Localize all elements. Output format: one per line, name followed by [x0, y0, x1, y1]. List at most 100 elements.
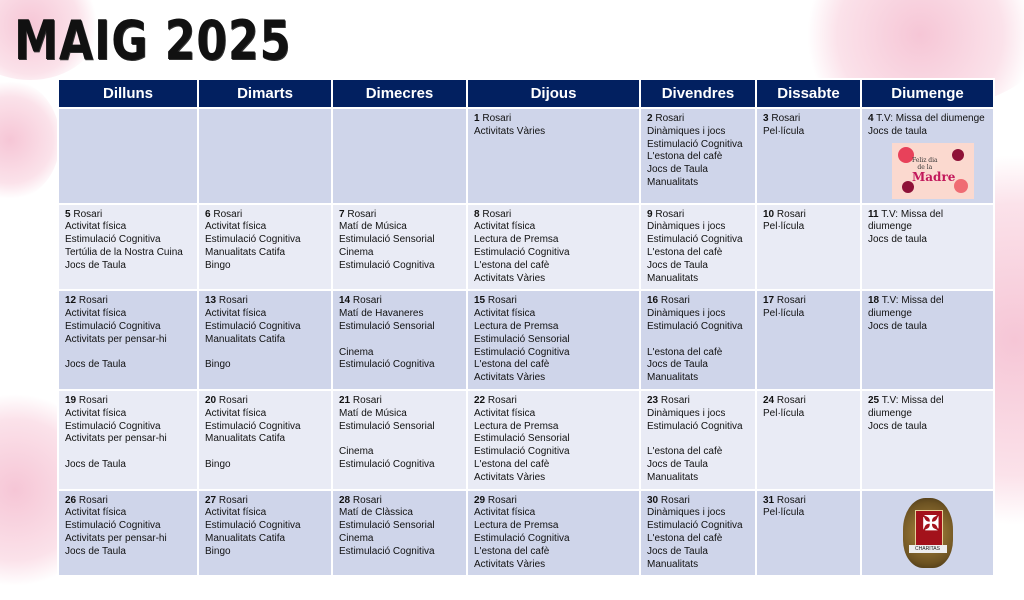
activity-line: Manualitats	[647, 558, 699, 570]
day-cell-2: 2 Rosari Dinàmiques i jocs Estimulació Cog…	[639, 107, 757, 205]
activity-line: Estimulació Cognitiva	[65, 520, 161, 532]
activity-label: Rosari	[487, 394, 517, 406]
activity-label: T.V: Missa del	[881, 208, 944, 220]
activity-line: Activitats Vàries	[474, 272, 546, 284]
day-cell-30: 30 Rosari Dinàmiques i jocs Estimulació Co…	[639, 488, 757, 578]
activity-label: Rosari	[776, 208, 806, 220]
activity-label: Rosari	[660, 295, 690, 307]
day-cell-23: 23 Rosari Dinàmiques i jocs Estimulació Co…	[639, 388, 757, 491]
day-cell-8: 8 Rosari Activitat física Lectura de Prems…	[466, 202, 641, 292]
activity-line: Estimulació Cognitiva	[647, 420, 743, 432]
activity-line: Manualitats	[647, 272, 699, 284]
activity-line: 22 Rosari	[474, 395, 633, 408]
week-row: 26 Rosari Activitat física Estimulació Cog…	[57, 488, 995, 578]
empty-cell: ✠ CHARITAS	[860, 488, 995, 578]
activity-line: Jocs de Taula	[65, 259, 126, 271]
activity-line: Dinàmiques i jocs	[647, 407, 726, 419]
day-cell-7: 7 Rosari Matí de Música Estimulació Sensor…	[331, 202, 468, 292]
activity-line: Jocs de Taula	[647, 164, 708, 176]
day-number: 31	[763, 494, 775, 506]
activity-line: Manualitats Catifa	[205, 532, 286, 544]
day-cell-9: 9 Rosari Dinàmiques i jocs Estimulació Cog…	[639, 202, 757, 292]
activity-line: Estimulació Cognitiva	[339, 359, 435, 371]
activity-line	[65, 446, 191, 459]
activity-line: 5 Rosari	[65, 209, 191, 222]
activity-line: 31 Rosari	[763, 495, 854, 508]
day-number: 10	[763, 208, 775, 220]
activity-line: Estimulació Cognitiva	[205, 520, 301, 532]
activity-line: Estimulació Sensorial	[339, 234, 435, 246]
activity-line: Estimulació Cognitiva	[339, 458, 435, 470]
day-number: 2	[647, 113, 653, 124]
activity-line: 28 Rosari	[339, 495, 460, 508]
activity-label: Rosari	[482, 113, 512, 124]
weekday-header-dijous: Dijous	[466, 78, 641, 109]
activity-line	[647, 433, 749, 446]
activity-line: Estimulació Sensorial	[474, 333, 570, 345]
activity-line: Jocs de Taula	[65, 545, 126, 557]
activity-line	[65, 347, 191, 360]
activity-line	[339, 433, 460, 446]
day-cell-18: 18 T.V: Missa del diumenge Jocs de taula	[860, 289, 995, 391]
activity-line: Activitat física	[474, 407, 536, 419]
activity-line: Cinema	[339, 246, 374, 258]
empty-cell	[197, 107, 333, 205]
activity-line: Estimulació Cognitiva	[65, 320, 161, 332]
activity-line: 8 Rosari	[474, 209, 633, 222]
activity-line: 14 Rosari	[339, 295, 460, 308]
activity-line: L'estona del cafè	[647, 151, 723, 163]
day-cell-5: 5 Rosari Activitat física Estimulació Cogn…	[57, 202, 199, 292]
activity-line: 15 Rosari	[474, 295, 633, 308]
activity-line: Pel·lícula	[763, 407, 805, 419]
activity-label: Rosari	[352, 394, 382, 406]
activity-line: 17 Rosari	[763, 295, 854, 308]
activity-line: Dinàmiques i jocs	[647, 507, 726, 519]
activity-line: 23 Rosari	[647, 395, 749, 408]
day-cell-26: 26 Rosari Activitat física Estimulació Cog…	[57, 488, 199, 578]
activity-line: Estimulació Sensorial	[474, 433, 570, 445]
activity-line: Estimulació Cognitiva	[205, 320, 301, 332]
activity-line: Bingo	[205, 458, 231, 470]
activity-line: 25 T.V: Missa del	[868, 395, 987, 408]
day-number: 1	[474, 113, 480, 124]
activity-label: Rosari	[213, 208, 243, 220]
empty-cell	[331, 107, 468, 205]
activity-line: Activitat física	[474, 507, 536, 519]
day-number: 4	[868, 113, 874, 124]
flower-decoration	[0, 80, 60, 200]
day-cell-12: 12 Rosari Activitat física Estimulació Cog…	[57, 289, 199, 391]
day-number: 27	[205, 494, 217, 506]
activity-line: Estimulació Cognitiva	[474, 346, 570, 358]
activity-line: Manualitats	[647, 471, 699, 483]
day-number: 19	[65, 394, 77, 406]
activity-line: Matí de Música	[339, 407, 407, 419]
day-number: 17	[763, 295, 775, 307]
activity-label: Rosari	[78, 494, 108, 506]
day-cell-13: 13 Rosari Activitat física Estimulació Cog…	[197, 289, 333, 391]
activity-line: Lectura de Premsa	[474, 520, 559, 532]
day-cell-14: 14 Rosari Matí de Havaneres Estimulació Se…	[331, 289, 468, 391]
day-number: 15	[474, 295, 486, 307]
activity-line: Estimulació Cognitiva	[647, 320, 743, 332]
activity-line: Activitats per pensar-hi	[65, 532, 167, 544]
activity-line: Estimulació Cognitiva	[339, 545, 435, 557]
activity-line	[205, 347, 325, 360]
activity-line: L'estona del cafè	[647, 446, 723, 458]
activity-label: Rosari	[771, 113, 801, 124]
day-cell-27: 27 Rosari Activitat física Estimulació Cog…	[197, 488, 333, 578]
day-number: 11	[868, 208, 879, 220]
activity-line: Cinema	[339, 532, 374, 544]
activity-line: Pel·lícula	[763, 507, 805, 519]
weekday-header-divendres: Divendres	[639, 78, 757, 109]
day-cell-11: 11 T.V: Missa del diumenge Jocs de taula	[860, 202, 995, 292]
activity-line: L'estona del cafè	[647, 346, 723, 358]
activity-line: 27 Rosari	[205, 495, 325, 508]
activity-line: Matí de Havaneres	[339, 308, 424, 320]
day-number: 16	[647, 295, 659, 307]
weekday-header-dimarts: Dimarts	[197, 78, 333, 109]
activity-line: Estimulació Cognitiva	[474, 246, 570, 258]
activity-label: Rosari	[487, 494, 517, 506]
activity-label: Rosari	[347, 208, 377, 220]
day-cell-21: 21 Rosari Matí de Música Estimulació Senso…	[331, 388, 468, 491]
activity-line: Matí de Clàssica	[339, 507, 413, 519]
